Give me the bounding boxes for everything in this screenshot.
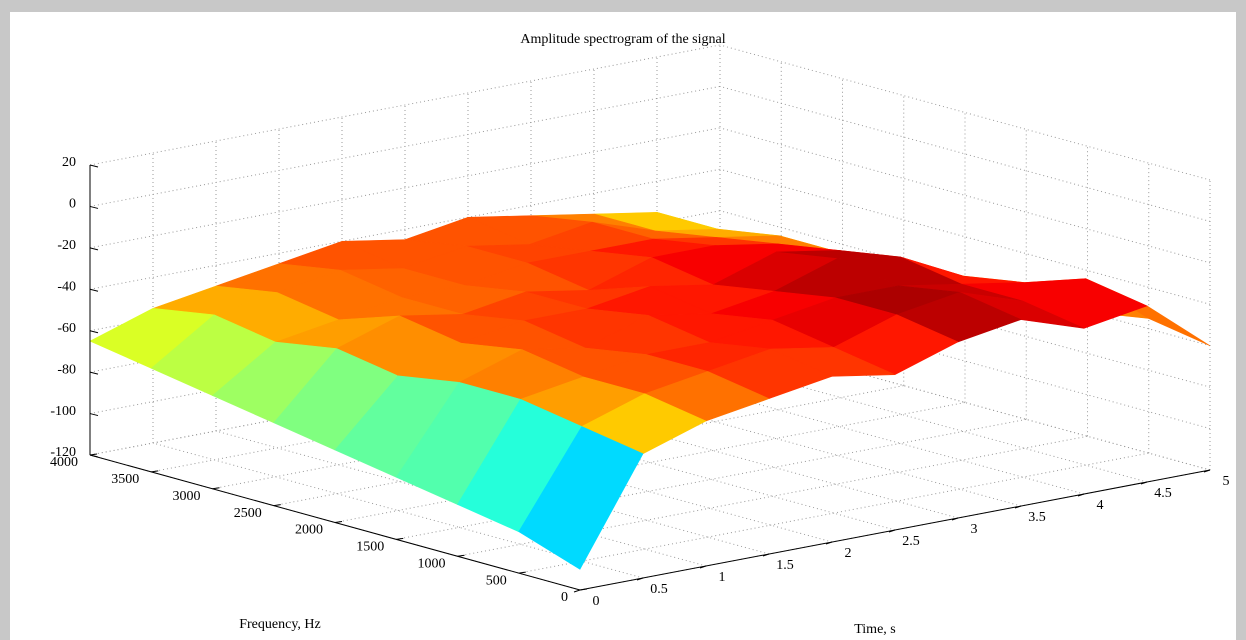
x-axis-label: Time, s — [854, 622, 896, 637]
surface-patch — [518, 426, 644, 570]
x-tick-label: 4 — [1097, 498, 1104, 513]
x-tick-label: 4.5 — [1154, 486, 1172, 501]
z-tick-label: -40 — [57, 280, 76, 295]
chart-title: Amplitude spectrogram of the signal — [520, 32, 725, 47]
grid-line — [89, 85, 721, 207]
z-tick-label: -100 — [50, 404, 76, 419]
y-tick — [212, 487, 220, 490]
x-tick — [825, 541, 833, 545]
x-tick-label: 3.5 — [1028, 510, 1046, 525]
y-tick — [273, 504, 281, 507]
y-tick — [151, 470, 159, 473]
x-tick-label: 2.5 — [902, 534, 920, 549]
y-axis-label: Frequency, Hz — [239, 617, 321, 632]
x-tick-label: 1.5 — [776, 558, 794, 573]
y-tick-label: 4000 — [50, 455, 78, 470]
y-tick — [396, 537, 404, 540]
surface — [89, 212, 1211, 570]
y-tick — [457, 554, 465, 557]
grid-line — [719, 127, 1211, 264]
grid-line — [719, 168, 1211, 305]
x-tick — [1203, 469, 1211, 473]
x-tick — [699, 565, 707, 569]
z-tick — [89, 330, 99, 334]
y-tick-label: 2500 — [234, 506, 262, 521]
x-tick — [1140, 481, 1148, 485]
y-tick-label: 500 — [486, 573, 507, 588]
x-tick-label: 3 — [971, 522, 978, 537]
z-tick — [89, 413, 99, 417]
grid-line — [341, 406, 833, 543]
grid-line — [719, 251, 1211, 388]
y-tick-label: 3000 — [173, 489, 201, 504]
z-tick-label: -20 — [57, 238, 76, 253]
grid-line — [719, 293, 1211, 430]
y-tick-label: 1500 — [356, 540, 384, 555]
grid-line — [530, 370, 1022, 507]
grid-line — [719, 210, 1211, 347]
x-tick — [888, 529, 896, 533]
z-tick — [89, 371, 99, 375]
z-tick-label: 20 — [62, 155, 76, 170]
z-tick — [89, 454, 99, 458]
y-tick-label: 2000 — [295, 523, 323, 538]
z-tick — [89, 247, 99, 251]
x-tick-label: 0.5 — [650, 582, 668, 597]
y-tick — [334, 521, 343, 523]
grid-line — [719, 334, 1211, 471]
grid-line — [518, 452, 1149, 574]
z-tick — [89, 288, 99, 292]
y-tick-label: 0 — [561, 590, 568, 605]
y-tick-label: 1000 — [418, 556, 446, 571]
grid-line — [89, 168, 721, 290]
grid-line — [89, 44, 721, 166]
z-tick-label: -80 — [57, 362, 76, 377]
x-tick — [762, 553, 770, 557]
grid-line — [467, 382, 959, 519]
x-tick-label: 0 — [593, 594, 600, 609]
grid-line — [719, 85, 1211, 222]
x-tick-label: 1 — [719, 570, 726, 585]
grid-line — [89, 127, 721, 249]
grid-line — [719, 44, 1211, 181]
grid-line — [404, 394, 896, 531]
x-tick-label: 2 — [845, 546, 852, 561]
x-tick — [1014, 505, 1022, 509]
grid-line — [656, 346, 1148, 483]
x-tick — [951, 517, 959, 521]
x-tick — [1077, 493, 1085, 497]
y-tick — [518, 571, 526, 574]
grid-line — [215, 430, 707, 567]
y-tick — [579, 588, 588, 591]
y-tick-label: 3500 — [111, 472, 139, 487]
x-tick-label: 5 — [1223, 474, 1230, 489]
grid-line — [457, 435, 1088, 557]
x-tick — [636, 577, 644, 581]
grid-line — [334, 402, 966, 523]
z-tick-label: -60 — [57, 321, 76, 336]
z-tick-label: -120 — [50, 445, 76, 460]
z-tick-label: 0 — [69, 197, 76, 212]
grid-line — [593, 358, 1085, 495]
z-tick — [89, 205, 99, 209]
x-tick — [573, 589, 581, 593]
grid-line — [396, 418, 1027, 540]
axes: 0 0.5 1 1.5 2 2.5 3 3.5 4 4.5 5 0 500 1000 1500 2000 250… — [50, 155, 1230, 609]
grid-line — [278, 418, 770, 555]
z-tick — [89, 164, 99, 168]
